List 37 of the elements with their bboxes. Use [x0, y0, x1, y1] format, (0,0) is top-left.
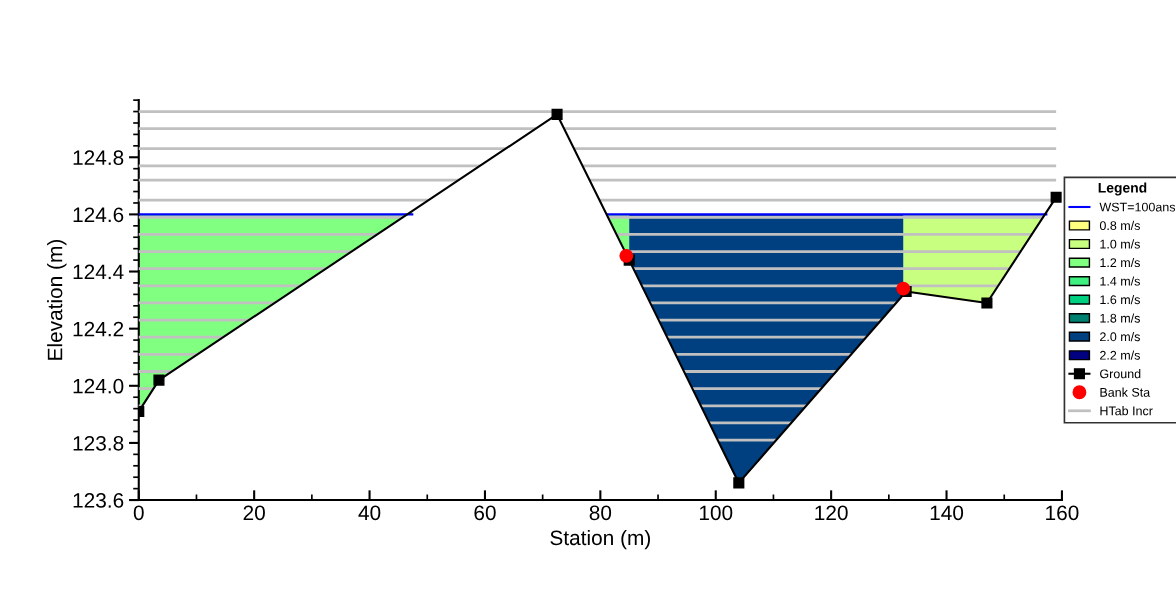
- legend-label: 1.2 m/s: [1100, 257, 1140, 268]
- legend-label: 2.2 m/s: [1100, 350, 1140, 360]
- legend-label: WST=100ans: [1099, 202, 1176, 212]
- y-tick-label: 124.0: [73, 378, 124, 394]
- point: [896, 281, 911, 296]
- y-tick-label: 124.2: [73, 321, 124, 337]
- legend-label: 1.0 m/s: [1100, 239, 1140, 249]
- y-tick-label: 124.8: [73, 150, 124, 166]
- legend-label: 1.6 m/s: [1100, 294, 1140, 305]
- legend-label: Bank Sta: [1100, 387, 1151, 397]
- legend-label: 1.4 m/s: [1100, 276, 1140, 286]
- x-axis-title: Station (m): [550, 529, 650, 550]
- legend-label: 0.8 m/s: [1099, 220, 1140, 231]
- x-tick-label: 120: [815, 505, 848, 521]
- x-tick-label: 40: [358, 505, 381, 521]
- x-tick-label: 0: [133, 505, 144, 521]
- y-tick-label: 124.4: [73, 264, 124, 280]
- y-tick-label: 123.8: [73, 435, 124, 451]
- x-tick-label: 60: [474, 505, 496, 521]
- legend-title: Legend: [1098, 182, 1147, 196]
- y-tick-label: 123.6: [73, 493, 124, 508]
- point: [1050, 191, 1062, 203]
- point: [153, 374, 165, 386]
- point: [619, 248, 634, 263]
- legend-label: 2.0 m/s: [1100, 332, 1140, 342]
- x-tick-label: 100: [699, 505, 733, 521]
- y-tick-label: 124.6: [73, 207, 124, 223]
- y-axis-title: Elevation (m): [47, 240, 67, 360]
- x-tick-label: 20: [243, 505, 265, 521]
- legend-label: Ground: [1100, 369, 1141, 379]
- x-tick-label: 80: [589, 505, 612, 521]
- x-tick-label: 140: [930, 505, 964, 521]
- x-tick-label: 160: [1046, 505, 1079, 521]
- point: [733, 477, 745, 489]
- legend-label: HTab Incr: [1100, 406, 1153, 416]
- legend-label: 1.8 m/s: [1100, 313, 1140, 323]
- point: [551, 108, 563, 120]
